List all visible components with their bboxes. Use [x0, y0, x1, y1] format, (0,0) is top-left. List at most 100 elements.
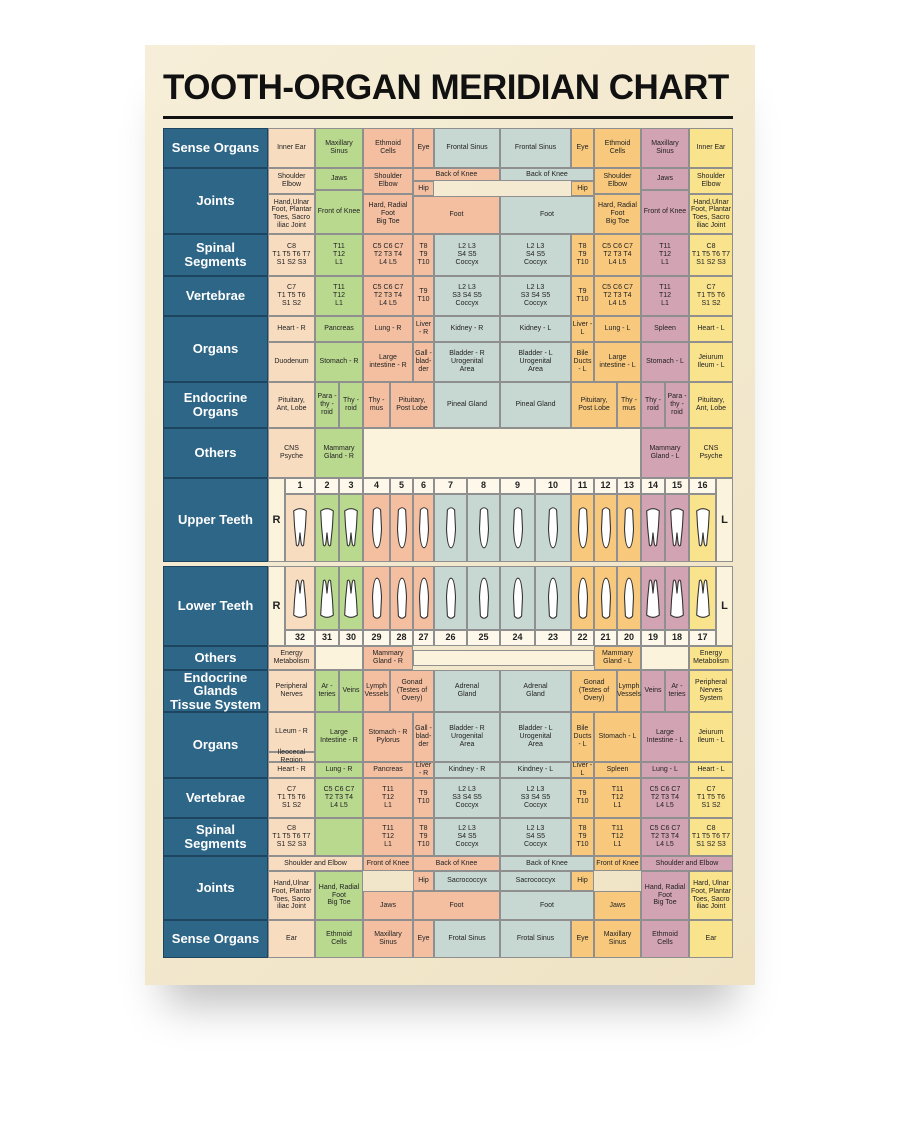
cell: Bile Ducts - L [571, 712, 594, 762]
cell: Ar - teries [315, 670, 339, 712]
tooth-outline [577, 507, 588, 549]
cell: Lung - R [363, 316, 413, 342]
cell: C8 T1 T5 T6 T7 S1 S2 S3 [268, 818, 315, 856]
cell: Sacrococcyx [434, 871, 500, 891]
cell: T11 T12 L1 [594, 778, 641, 818]
tooth-outline [293, 579, 307, 618]
tooth [695, 579, 710, 618]
cell: T8 T9 T10 [571, 234, 594, 276]
tooth-number: 24 [500, 630, 535, 646]
tooth-cell [665, 494, 689, 562]
cell: Front of Knee [363, 856, 413, 871]
cell: Inner Ear [689, 128, 733, 168]
tooth-outline [344, 579, 358, 618]
cell: Back of Knee [500, 168, 594, 181]
tooth-cell [617, 566, 641, 630]
cell: Kidney - R [434, 316, 500, 342]
cell: C7 T1 T5 T6 S1 S2 [268, 276, 315, 316]
tooth-cell [571, 494, 594, 562]
tooth-outline [445, 577, 456, 619]
tooth-number: 2 [315, 478, 339, 494]
cell: T8 T9 T10 [571, 818, 594, 856]
cell: T9 T10 [413, 276, 434, 316]
cell: Para - thy - roid [315, 382, 339, 428]
tooth-cell [363, 494, 390, 562]
cell: CNS Psyche [689, 428, 733, 478]
cell: Back of Knee [413, 168, 500, 181]
cell: C5 C6 C7 T2 T3 T4 L4 L5 [594, 276, 641, 316]
cell: Frontal Sinus [500, 128, 571, 168]
tooth [600, 577, 611, 619]
cell: Ileocecal Region [268, 749, 315, 764]
cell: C5 C6 C7 T2 T3 T4 L4 L5 [363, 276, 413, 316]
tooth-number: 27 [413, 630, 434, 646]
tooth-number: 6 [413, 478, 434, 494]
cell [413, 650, 594, 666]
cell: Large intestine - L [594, 342, 641, 382]
cell: Lung - L [594, 316, 641, 342]
cell: Shoulder and Elbow [268, 856, 363, 871]
row-label: Vertebrae [163, 778, 268, 818]
tooth-outline [670, 508, 684, 547]
title-rule [163, 116, 733, 119]
cell: Hand, Radial Foot Big Toe [315, 871, 363, 920]
cell: Bladder - R Urogenital Area [434, 342, 500, 382]
side-label: R [268, 566, 285, 646]
tooth-outline [646, 508, 660, 547]
cell: Foot [500, 891, 594, 920]
row-label: Endocrine Organs [163, 382, 268, 428]
tooth-cell [594, 566, 617, 630]
tooth [623, 507, 635, 549]
cell: Heart - L [689, 316, 733, 342]
cell: Thy - roid [339, 382, 363, 428]
cell: Front of Knee [641, 190, 689, 234]
cell: Kindney - R [434, 762, 500, 778]
cell: Hand, Radial Foot Big Toe [641, 871, 689, 920]
tooth-outline [478, 507, 489, 549]
tooth [371, 507, 382, 549]
tooth-cell [535, 494, 571, 562]
cell: L2 L3 S4 S5 Coccyx [434, 818, 500, 856]
tooth-number: 21 [594, 630, 617, 646]
tooth [445, 507, 456, 549]
cell: Hip [571, 871, 594, 891]
cell: Lung - R [315, 762, 363, 778]
tooth-cell [535, 566, 571, 630]
tooth-number: 17 [689, 630, 716, 646]
cell: Pituitary, Ant, Lobe [268, 382, 315, 428]
cell: Jaws [641, 168, 689, 190]
tooth-number: 22 [571, 630, 594, 646]
tooth [293, 508, 307, 547]
tooth-number: 19 [641, 630, 665, 646]
tooth [478, 577, 489, 619]
cell: L2 L3 S4 S5 Coccyx [500, 818, 571, 856]
cell: Foot [500, 196, 594, 234]
cell: Thy - mus [617, 382, 641, 428]
cell: Stomach - R Pylorus [363, 712, 413, 762]
tooth-number: 30 [339, 630, 363, 646]
cell: Shoulder and Elbow [641, 856, 733, 871]
cell: Peripheral Nerves [268, 670, 315, 712]
tooth-number: 3 [339, 478, 363, 494]
title: TOOTH-ORGAN MERIDIAN CHART [163, 68, 729, 107]
cell: Liver - R [413, 762, 434, 778]
cell: Large Intestine - L [641, 712, 689, 762]
cell: Back of Knee [413, 856, 500, 871]
row-label: Vertebrae [163, 276, 268, 316]
cell: T9 T10 [571, 778, 594, 818]
tooth-outline [577, 577, 588, 619]
cell: Hip [413, 871, 434, 891]
tooth-cell [641, 494, 665, 562]
cell: Gonad (Testes of Overy) [390, 670, 434, 712]
cell: Mammary Gland - L [594, 646, 641, 670]
cell [641, 646, 689, 670]
tooth [418, 507, 429, 549]
cell: Hip [413, 181, 434, 196]
cell: C8 T1 T5 T6 T7 S1 S2 S3 [689, 234, 733, 276]
cell: T11 T12 L1 [641, 234, 689, 276]
tooth-cell [467, 566, 500, 630]
tooth-outline [478, 577, 489, 619]
side-label: L [716, 566, 733, 646]
tooth-cell [285, 566, 315, 630]
cell: Shoulder Elbow [594, 168, 641, 194]
